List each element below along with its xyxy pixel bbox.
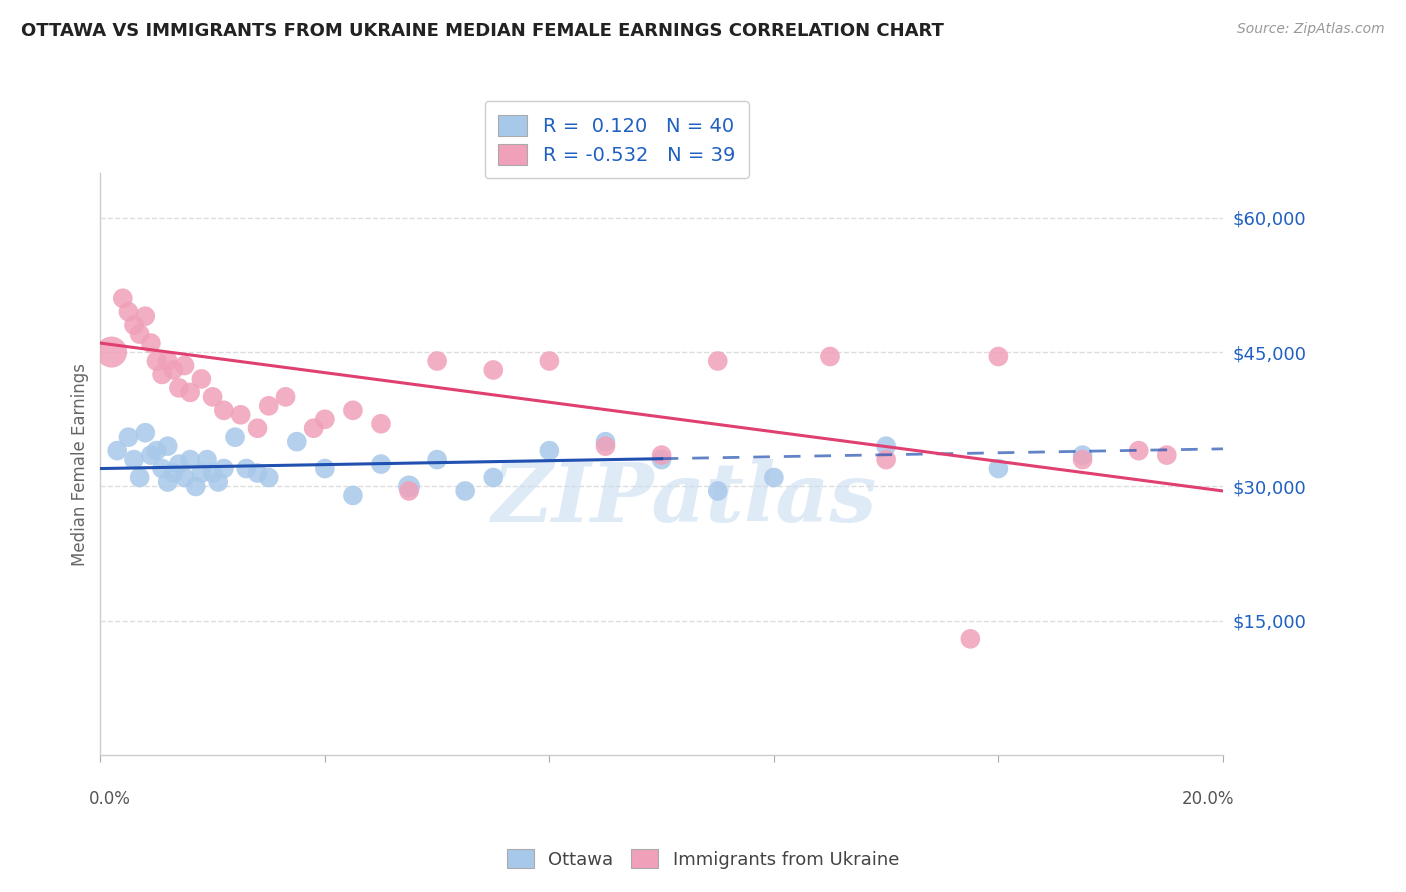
Point	[257, 470, 280, 484]
Point	[595, 439, 617, 453]
Point	[179, 452, 201, 467]
Point	[162, 363, 184, 377]
Point	[651, 452, 673, 467]
Point	[370, 457, 392, 471]
Point	[122, 318, 145, 333]
Point	[342, 488, 364, 502]
Point	[1156, 448, 1178, 462]
Point	[235, 461, 257, 475]
Point	[156, 475, 179, 489]
Point	[706, 354, 728, 368]
Point	[370, 417, 392, 431]
Point	[167, 457, 190, 471]
Point	[212, 461, 235, 475]
Point	[145, 354, 167, 368]
Point	[117, 304, 139, 318]
Point	[128, 470, 150, 484]
Point	[274, 390, 297, 404]
Point	[207, 475, 229, 489]
Point	[257, 399, 280, 413]
Point	[111, 291, 134, 305]
Point	[105, 443, 128, 458]
Point	[167, 381, 190, 395]
Legend: R =  0.120   N = 40, R = -0.532   N = 39: R = 0.120 N = 40, R = -0.532 N = 39	[485, 101, 749, 178]
Point	[314, 461, 336, 475]
Text: 20.0%: 20.0%	[1181, 790, 1234, 808]
Point	[156, 354, 179, 368]
Point	[595, 434, 617, 449]
Point	[162, 466, 184, 480]
Point	[314, 412, 336, 426]
Point	[538, 354, 561, 368]
Point	[706, 483, 728, 498]
Point	[190, 372, 212, 386]
Point	[201, 390, 224, 404]
Point	[173, 470, 195, 484]
Point	[285, 434, 308, 449]
Point	[454, 483, 477, 498]
Point	[959, 632, 981, 646]
Point	[229, 408, 252, 422]
Text: OTTAWA VS IMMIGRANTS FROM UKRAINE MEDIAN FEMALE EARNINGS CORRELATION CHART: OTTAWA VS IMMIGRANTS FROM UKRAINE MEDIAN…	[21, 22, 943, 40]
Point	[1071, 448, 1094, 462]
Point	[246, 466, 269, 480]
Point	[426, 354, 449, 368]
Point	[184, 479, 207, 493]
Point	[128, 327, 150, 342]
Point	[122, 452, 145, 467]
Point	[1071, 452, 1094, 467]
Point	[482, 363, 505, 377]
Text: 0.0%: 0.0%	[89, 790, 131, 808]
Y-axis label: Median Female Earnings: Median Female Earnings	[72, 362, 89, 566]
Point	[201, 466, 224, 480]
Point	[482, 470, 505, 484]
Point	[224, 430, 246, 444]
Point	[100, 345, 122, 359]
Point	[1128, 443, 1150, 458]
Point	[342, 403, 364, 417]
Point	[762, 470, 785, 484]
Point	[117, 430, 139, 444]
Point	[987, 461, 1010, 475]
Text: Source: ZipAtlas.com: Source: ZipAtlas.com	[1237, 22, 1385, 37]
Legend: Ottawa, Immigrants from Ukraine: Ottawa, Immigrants from Ukraine	[499, 841, 907, 876]
Point	[156, 439, 179, 453]
Point	[139, 336, 162, 351]
Point	[987, 350, 1010, 364]
Point	[538, 443, 561, 458]
Point	[398, 483, 420, 498]
Point	[195, 452, 218, 467]
Point	[134, 309, 156, 323]
Point	[173, 359, 195, 373]
Point	[818, 350, 841, 364]
Point	[212, 403, 235, 417]
Point	[651, 448, 673, 462]
Point	[426, 452, 449, 467]
Point	[190, 466, 212, 480]
Point	[139, 448, 162, 462]
Point	[875, 439, 897, 453]
Point	[398, 479, 420, 493]
Point	[875, 452, 897, 467]
Point	[150, 368, 173, 382]
Point	[179, 385, 201, 400]
Point	[145, 443, 167, 458]
Text: ZIPatlas: ZIPatlas	[491, 459, 877, 539]
Point	[150, 461, 173, 475]
Point	[302, 421, 325, 435]
Point	[246, 421, 269, 435]
Point	[134, 425, 156, 440]
